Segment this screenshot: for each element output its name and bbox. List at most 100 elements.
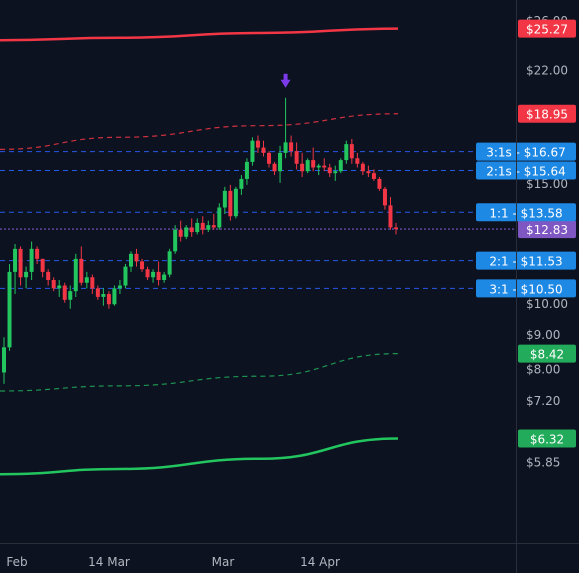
level-label-box bbox=[476, 142, 576, 161]
candle-body bbox=[123, 266, 128, 286]
y-tick-label: $7.20 bbox=[526, 394, 560, 408]
candle-body bbox=[90, 277, 95, 289]
candle-body bbox=[228, 190, 233, 217]
x-tick-label: 14 Apr bbox=[300, 555, 340, 569]
candle-body bbox=[35, 248, 40, 259]
price-label-box bbox=[518, 429, 576, 448]
candle-body bbox=[184, 227, 189, 237]
candle-body bbox=[189, 227, 194, 233]
candle-body bbox=[382, 188, 387, 206]
lower-dashed-band-line bbox=[0, 353, 399, 392]
candle-body bbox=[24, 271, 29, 278]
candle-body bbox=[272, 163, 277, 172]
candle-body bbox=[300, 163, 305, 172]
y-tick-label: $10.00 bbox=[526, 297, 568, 311]
candle-body bbox=[355, 158, 360, 164]
candle-body bbox=[289, 142, 294, 152]
candle-body bbox=[57, 285, 62, 289]
level-label: 2:1 - $11.53 bbox=[489, 255, 562, 269]
candle-body bbox=[327, 167, 332, 174]
lower-band-line bbox=[0, 437, 399, 476]
level-label: 3:1s - $16.67 bbox=[486, 146, 566, 160]
candle-body bbox=[233, 188, 238, 217]
candle-body bbox=[261, 147, 266, 153]
candle-body bbox=[156, 271, 161, 280]
candle-body bbox=[95, 288, 100, 297]
level-label: 2:1s - $15.64 bbox=[486, 164, 566, 178]
candle-body bbox=[62, 285, 67, 300]
level-label: 3:1 - $10.50 bbox=[489, 282, 562, 296]
current-price-label-box bbox=[518, 220, 576, 239]
candle-body bbox=[394, 227, 398, 230]
time-axis-border bbox=[0, 543, 579, 544]
candle-body bbox=[217, 207, 222, 228]
candle-body bbox=[305, 160, 310, 172]
candle-body bbox=[338, 160, 343, 172]
candle-body bbox=[366, 171, 371, 174]
candle-body bbox=[195, 222, 200, 233]
candle-body bbox=[73, 258, 78, 292]
candle-body bbox=[151, 271, 156, 278]
candle-body bbox=[267, 152, 272, 164]
y-tick-label: $5.85 bbox=[526, 455, 560, 469]
candle-body bbox=[173, 229, 178, 252]
y-tick-label: $15.00 bbox=[526, 177, 568, 191]
candle-body bbox=[13, 248, 18, 272]
candle-body bbox=[7, 271, 12, 348]
price-label: $18.95 bbox=[526, 108, 568, 122]
price-label: $8.42 bbox=[530, 348, 564, 362]
candle-body bbox=[388, 205, 393, 228]
candle-body bbox=[178, 229, 183, 237]
candle-body bbox=[244, 161, 249, 179]
candle-body bbox=[117, 285, 122, 289]
candle-body bbox=[162, 274, 167, 280]
candle-body bbox=[40, 258, 45, 272]
price-axis-border bbox=[516, 0, 517, 573]
candle-body bbox=[322, 165, 327, 168]
candle-body bbox=[2, 347, 6, 373]
level-label-box bbox=[476, 161, 576, 180]
arrow-marker-stem bbox=[283, 73, 288, 81]
x-tick-label: 14 Mar bbox=[88, 555, 130, 569]
candle-body bbox=[311, 160, 316, 168]
candle-body bbox=[211, 225, 216, 228]
upper-dashed-band-line bbox=[0, 113, 399, 150]
candle-body bbox=[239, 178, 244, 189]
candle-body bbox=[106, 294, 111, 305]
price-label-box bbox=[518, 19, 576, 38]
candle-body bbox=[84, 277, 89, 283]
candle-body bbox=[134, 253, 139, 262]
candle-body bbox=[371, 173, 376, 179]
candle-body bbox=[278, 152, 283, 172]
candle-body bbox=[68, 291, 73, 300]
y-tick-label: $9.00 bbox=[526, 328, 560, 342]
candle-body bbox=[200, 222, 205, 230]
candle-body bbox=[140, 261, 145, 270]
candle-body bbox=[112, 288, 117, 305]
level-label: 1:1 - $13.58 bbox=[489, 206, 562, 220]
candle-body bbox=[250, 140, 255, 162]
candle-body bbox=[128, 253, 133, 267]
candle-body bbox=[377, 178, 382, 189]
candle-body bbox=[360, 163, 365, 172]
candle-body bbox=[46, 271, 51, 280]
candle-body bbox=[167, 251, 172, 275]
candle-body bbox=[222, 190, 227, 208]
candle-body bbox=[18, 248, 23, 278]
candle-body bbox=[29, 248, 34, 272]
x-tick-label: Feb bbox=[6, 555, 27, 569]
arrow-down-marker-icon bbox=[280, 79, 291, 88]
price-label: $25.27 bbox=[526, 23, 568, 37]
candle-body bbox=[349, 144, 354, 159]
upper-band-line bbox=[0, 27, 399, 42]
candle-body bbox=[101, 294, 106, 297]
x-tick-label: Mar bbox=[212, 555, 235, 569]
y-tick-label: $22.00 bbox=[526, 64, 568, 78]
candle-body bbox=[316, 165, 321, 168]
level-label-box bbox=[476, 203, 576, 222]
candle-body bbox=[79, 258, 84, 283]
candle-body bbox=[206, 225, 211, 230]
price-label-box bbox=[518, 344, 576, 363]
candle-body bbox=[145, 269, 150, 278]
